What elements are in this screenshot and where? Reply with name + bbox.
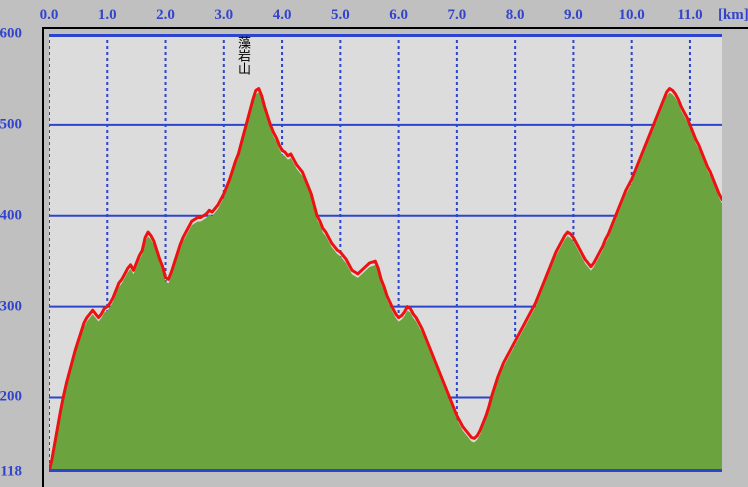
x-tick-label: 3.0	[214, 8, 233, 23]
y-tick-label: 600	[0, 27, 22, 42]
y-tick-label: 300	[0, 299, 22, 314]
elevation-area-fill	[49, 93, 722, 472]
x-tick-label: 2.0	[156, 8, 175, 23]
y-tick-label: 400	[0, 208, 22, 223]
peak-annotation-moiwayama: 藻岩山	[234, 36, 250, 75]
x-tick-label: 5.0	[331, 8, 350, 23]
x-tick-label: 10.0	[619, 8, 645, 23]
y-tick-label: 118	[0, 465, 22, 480]
x-axis-unit-label: [km]	[718, 8, 748, 23]
x-tick-label: 11.0	[677, 8, 702, 23]
plot-area	[49, 34, 722, 472]
elevation-profile-svg	[49, 34, 722, 472]
x-tick-label: 6.0	[389, 8, 408, 23]
x-tick-label: 1.0	[98, 8, 117, 23]
x-tick-label: 0.0	[40, 8, 59, 23]
x-tick-label: 9.0	[564, 8, 583, 23]
chart-root: 0.0 1.0 2.0 3.0 4.0 5.0 6.0 7.0 8.0 9.0 10.0 11.0 [k…	[0, 0, 748, 487]
y-tick-label: 500	[0, 117, 22, 132]
y-tick-label: 200	[0, 390, 22, 405]
x-tick-label: 7.0	[448, 8, 467, 23]
x-tick-label: 8.0	[506, 8, 525, 23]
x-tick-label: 4.0	[273, 8, 292, 23]
